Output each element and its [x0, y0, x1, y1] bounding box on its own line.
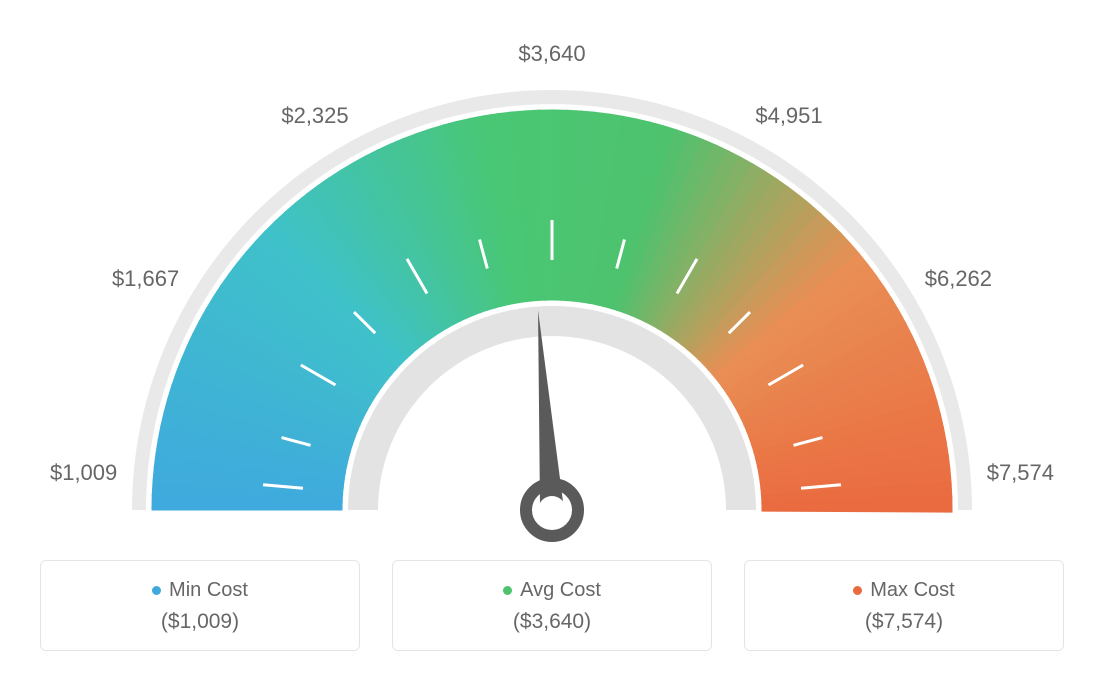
gauge-tick-label: $6,262	[925, 266, 992, 292]
legend-row: Min Cost ($1,009) Avg Cost ($3,640) Max …	[0, 560, 1104, 651]
legend-value-max: ($7,574)	[755, 610, 1053, 634]
legend-card-avg: Avg Cost ($3,640)	[392, 560, 712, 651]
dot-avg	[503, 586, 512, 595]
gauge-tick-label: $2,325	[281, 103, 348, 129]
gauge-tick-label: $1,009	[50, 460, 117, 486]
legend-value-min: ($1,009)	[51, 610, 349, 634]
dot-min	[152, 586, 161, 595]
legend-title-min-text: Min Cost	[169, 579, 248, 601]
gauge-tick-label: $1,667	[112, 266, 179, 292]
dot-max	[853, 586, 862, 595]
legend-card-max: Max Cost ($7,574)	[744, 560, 1064, 651]
legend-title-max-text: Max Cost	[870, 579, 954, 601]
legend-title-avg: Avg Cost	[403, 579, 701, 602]
legend-title-min: Min Cost	[51, 579, 349, 602]
legend-value-avg: ($3,640)	[403, 610, 701, 634]
legend-card-min: Min Cost ($1,009)	[40, 560, 360, 651]
gauge-tick-label: $7,574	[987, 460, 1054, 486]
gauge-chart: $1,009 $1,667 $2,325 $3,640 $4,951 $6,262 $7,5…	[0, 0, 1104, 560]
legend-title-avg-text: Avg Cost	[520, 579, 601, 601]
gauge-tick-label: $3,640	[518, 41, 585, 67]
gauge-tick-label: $4,951	[755, 103, 822, 129]
legend-title-max: Max Cost	[755, 579, 1053, 602]
